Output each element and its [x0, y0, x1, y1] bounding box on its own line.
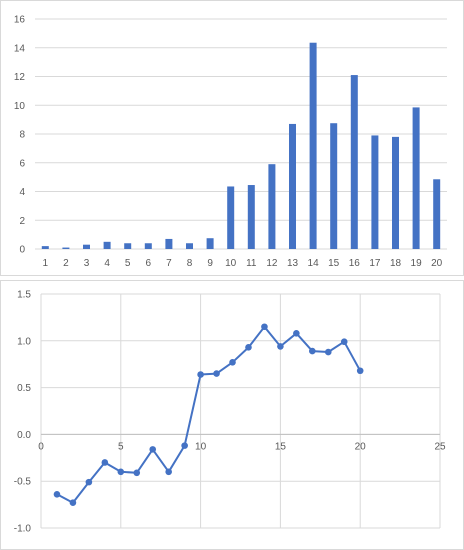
bar [268, 164, 276, 249]
data-point [340, 338, 348, 346]
x-tick-label: 14 [308, 258, 320, 269]
x-tick-label: 10 [225, 258, 237, 269]
y-tick-label: 12 [14, 72, 26, 83]
x-tick-label: 2 [63, 258, 69, 269]
x-tick-label: 17 [369, 258, 381, 269]
y-tick-label: 14 [14, 43, 26, 54]
y-tick-label: 1.5 [17, 290, 31, 301]
y-tick-label: 10 [14, 101, 26, 112]
x-tick-label: 5 [125, 258, 131, 269]
x-tick-label: 5 [118, 441, 124, 452]
data-point [356, 367, 364, 375]
x-tick-label: 8 [187, 258, 193, 269]
bar [392, 136, 399, 249]
data-point [53, 491, 61, 498]
bar [103, 241, 111, 249]
data-point [324, 348, 332, 356]
x-tick-label: 20 [431, 258, 443, 269]
data-point [293, 330, 300, 337]
x-tick-label: 25 [434, 441, 446, 452]
line-chart: -1.0 -0.5 0.0 0.5 1.0 1.5 0 5 10 15 20 25 [14, 290, 446, 535]
data-point [133, 469, 141, 477]
y-tick-label: 1.0 [17, 336, 31, 347]
bar [186, 243, 193, 249]
x-tick-label: 7 [166, 258, 172, 269]
x-tick-label: 4 [104, 258, 110, 269]
bar [165, 238, 173, 249]
x-tick-label: 12 [266, 258, 278, 269]
bar [309, 42, 317, 249]
data-point [85, 478, 93, 486]
x-tick-label: 0 [38, 441, 44, 452]
data-point [245, 344, 252, 351]
bar [433, 179, 441, 249]
data-point [101, 459, 109, 466]
y-tick-label: 2 [19, 216, 25, 227]
x-tick-label: 9 [207, 258, 213, 269]
y-tick-label: 0.5 [17, 383, 31, 394]
data-point [261, 323, 268, 331]
y-tick-label: -0.5 [14, 477, 32, 488]
bar [247, 185, 255, 249]
x-tick-label: 3 [84, 258, 90, 269]
data-point [165, 468, 172, 476]
bar [83, 244, 90, 249]
x-tick-label: 18 [390, 258, 402, 269]
y-tick-label: 16 [14, 15, 26, 26]
data-point [213, 370, 220, 377]
y-tick-label: -1.0 [14, 524, 32, 535]
y-tick-label: 0 [19, 245, 25, 256]
x-tick-label: 19 [411, 258, 423, 269]
x-tick-label: 15 [275, 441, 287, 452]
line-chart-panel: -1.0 -0.5 0.0 0.5 1.0 1.5 0 5 10 15 20 25 [0, 280, 464, 550]
data-point [149, 446, 157, 453]
y-tick-label: 8 [19, 130, 25, 141]
x-tick-label: 6 [146, 258, 152, 269]
y-tick-label: 0.0 [17, 430, 31, 441]
x-tick-label: 10 [195, 441, 207, 452]
x-tick-label: 16 [349, 258, 361, 269]
data-point [277, 343, 284, 350]
x-tick-label: 13 [287, 258, 299, 269]
bar [227, 186, 235, 249]
y-tick-label: 6 [19, 158, 25, 169]
bar [124, 243, 132, 249]
data-point [69, 499, 77, 507]
data-point [309, 347, 316, 355]
data-point [197, 371, 204, 378]
data-point [117, 468, 125, 476]
bar-chart-panel: 0 2 4 6 8 10 12 14 16 1 2 3 4 5 6 7 8 9 10 11 12 13 14 15 16 17 18… [0, 0, 464, 276]
y-tick-label: 4 [19, 187, 25, 198]
bar [371, 135, 379, 249]
bar [350, 75, 358, 249]
bar [330, 123, 338, 249]
bar [41, 246, 49, 249]
x-tick-label: 15 [328, 258, 340, 269]
bar [144, 243, 152, 249]
x-tick-label: 1 [43, 258, 49, 269]
bar [412, 107, 420, 249]
bar [206, 238, 214, 249]
bar [62, 247, 70, 249]
x-tick-label: 11 [246, 258, 257, 269]
x-tick-label: 20 [355, 441, 367, 452]
data-point [181, 442, 188, 449]
data-point [229, 359, 236, 366]
bar [289, 123, 296, 249]
